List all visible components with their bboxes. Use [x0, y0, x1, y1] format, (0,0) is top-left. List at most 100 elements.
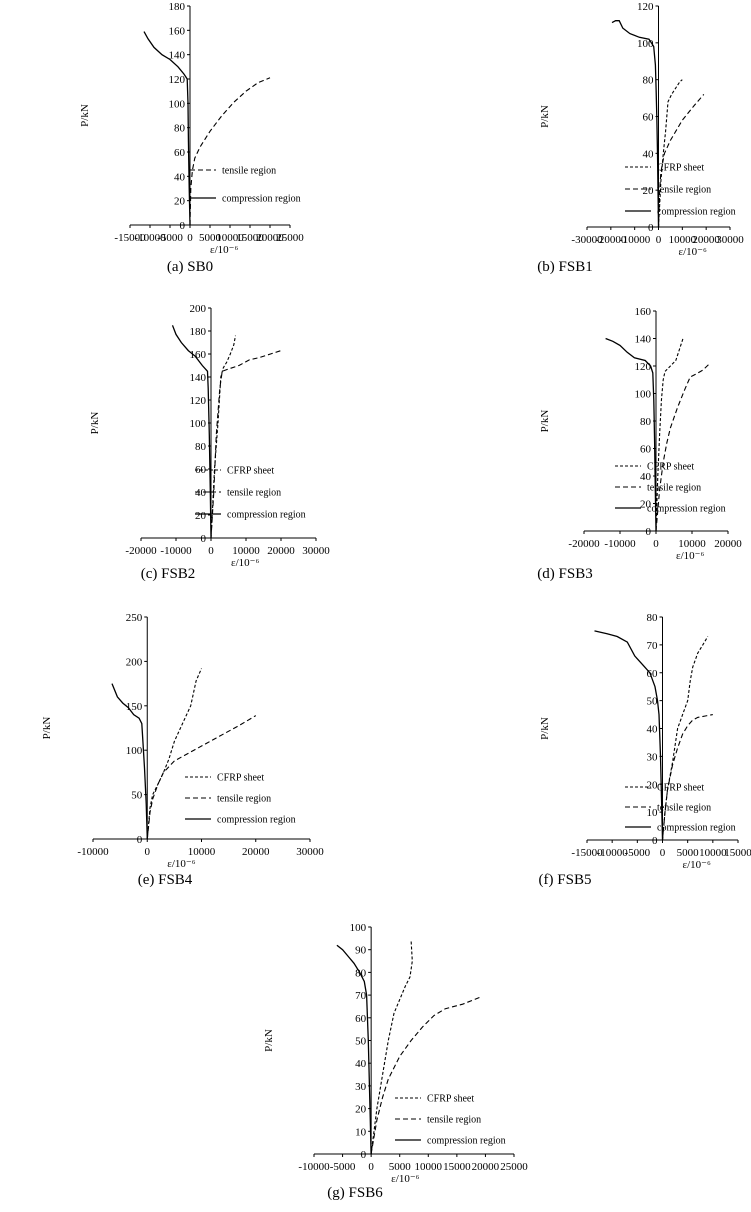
y-tick-label: 140 — [169, 50, 186, 62]
x-tick-label: 20000 — [472, 1161, 500, 1173]
y-tick-label: 140 — [190, 372, 207, 384]
y-tick-label: 10 — [647, 807, 659, 819]
y-tick-label: 50 — [355, 1036, 367, 1048]
x-tick-label: -15000 — [114, 232, 146, 244]
y-axis-label: P/kN — [539, 105, 551, 128]
x-tick-label: 20000 — [714, 538, 742, 550]
x-tick-label: 15000 — [443, 1161, 471, 1173]
y-axis-label: P/kN — [539, 410, 551, 433]
x-tick-label: 10000 — [188, 846, 216, 858]
chart-panel-a-sb0: -15000-10000-5000 0 5000100001500020000250… — [79, 1, 304, 275]
x-tick-label: 5000 — [677, 847, 700, 859]
y-tick-label: 20 — [195, 510, 207, 522]
y-tick-label: 120 — [635, 361, 652, 373]
x-tick-label: 0 — [145, 846, 151, 858]
y-tick-label: 0 — [137, 834, 143, 846]
series-line-tensile-region — [210, 350, 282, 539]
x-axis-label: ε/10⁻⁶ — [679, 246, 707, 258]
legend-label-tensile-region: tensile region — [427, 1115, 481, 1126]
y-tick-label: 60 — [355, 1013, 367, 1025]
x-tick-label: 5000 — [199, 232, 222, 244]
x-tick-label: -10000 — [160, 545, 192, 557]
x-tick-label: 5000 — [389, 1161, 412, 1173]
legend-label-compression-region: compression region — [227, 510, 306, 521]
x-tick-label: 0 — [208, 545, 214, 557]
legend-label-cfrp-sheet: CFRP sheet — [227, 466, 274, 477]
x-tick-label: 15000 — [724, 847, 751, 859]
y-tick-label: 80 — [174, 123, 186, 135]
y-tick-label: 160 — [635, 306, 652, 318]
x-tick-label: -20000 — [125, 545, 157, 557]
x-tick-label: 0 — [368, 1161, 374, 1173]
series-line-tensile-region — [189, 77, 271, 226]
x-tick-label: 25000 — [500, 1161, 528, 1173]
series-line-compression-region — [111, 683, 148, 840]
x-axis-label: ε/10⁻⁶ — [391, 1173, 419, 1185]
x-axis-label: ε/10⁻⁶ — [676, 550, 704, 562]
y-tick-label: 20 — [640, 499, 652, 511]
x-tick-label: -5000 — [624, 847, 650, 859]
y-axis-label: P/kN — [79, 104, 91, 127]
y-tick-label: 160 — [190, 349, 207, 361]
series-line-cfrp-sheet — [210, 335, 237, 539]
series-line-cfrp-sheet — [370, 940, 413, 1155]
x-tick-label: 30000 — [302, 545, 330, 557]
x-tick-label: 10000 — [678, 538, 706, 550]
legend-label-compression-region: compression region — [657, 823, 736, 834]
legend-label-tensile-region: tensile region — [647, 483, 701, 494]
chart-caption: (c) FSB2 — [141, 566, 196, 582]
y-tick-label: 200 — [126, 656, 143, 668]
x-tick-label: 20000 — [692, 234, 720, 246]
chart-panel-d-fsb3: -20000 -10000 0 10000 20000 0 20 40 60 80 100 120 14… — [537, 306, 742, 582]
y-tick-label: 60 — [647, 668, 659, 680]
x-tick-label: -20000 — [568, 538, 600, 550]
y-tick-label: 140 — [635, 334, 652, 346]
y-axis-label: P/kN — [263, 1029, 275, 1052]
y-tick-label: 80 — [643, 75, 655, 87]
y-axis-label: P/kN — [539, 717, 551, 740]
series-line-compression-region — [336, 944, 372, 1155]
y-tick-label: 0 — [646, 526, 652, 538]
x-tick-label: 0 — [653, 538, 659, 550]
legend-label-tensile-region: tensile region — [657, 185, 711, 196]
y-tick-label: 80 — [647, 612, 659, 624]
x-tick-label: -10000 — [604, 538, 636, 550]
x-tick-label: -10000 — [298, 1161, 330, 1173]
series-line-cfrp-sheet — [657, 79, 683, 228]
x-tick-label: -5000 — [157, 232, 183, 244]
x-tick-label: 10000 — [232, 545, 260, 557]
series-line-tensile-region — [661, 714, 713, 841]
legend-label-cfrp-sheet: CFRP sheet — [657, 783, 704, 794]
y-tick-label: 20 — [355, 1104, 367, 1116]
y-tick-label: 100 — [190, 418, 207, 430]
x-tick-label: 20000 — [256, 232, 284, 244]
y-tick-label: 250 — [126, 612, 143, 624]
y-tick-label: 100 — [635, 389, 652, 401]
x-tick-label: 10000 — [415, 1161, 443, 1173]
y-tick-label: 100 — [126, 745, 143, 757]
y-tick-label: 0 — [652, 835, 658, 847]
x-tick-label: 10000 — [699, 847, 727, 859]
chart-panel-g-fsb6: -10000 -5000 0 5000 10000 15000 20000 25000 0 10 2… — [263, 922, 528, 1201]
series-line-tensile-region — [370, 996, 480, 1155]
y-tick-label: 20 — [643, 185, 655, 197]
y-tick-label: 40 — [647, 724, 659, 736]
y-tick-label: 160 — [169, 25, 186, 37]
x-axis-label: ε/10⁻⁶ — [231, 557, 259, 569]
y-tick-label: 0 — [648, 222, 654, 234]
y-tick-label: 120 — [190, 395, 207, 407]
series-line-compression-region — [605, 337, 657, 532]
y-tick-label: 70 — [355, 990, 367, 1002]
series-line-compression-region — [143, 31, 191, 226]
y-tick-label: 40 — [640, 471, 652, 483]
x-tick-label: 30000 — [296, 846, 324, 858]
y-axis-label: P/kN — [41, 717, 53, 740]
y-tick-label: 180 — [169, 1, 186, 13]
chart-caption: (b) FSB1 — [537, 259, 592, 275]
x-tick-label: 15000 — [236, 232, 264, 244]
x-tick-label: 0 — [656, 234, 662, 246]
y-tick-label: 50 — [647, 696, 659, 708]
x-tick-label: 10000 — [216, 232, 244, 244]
